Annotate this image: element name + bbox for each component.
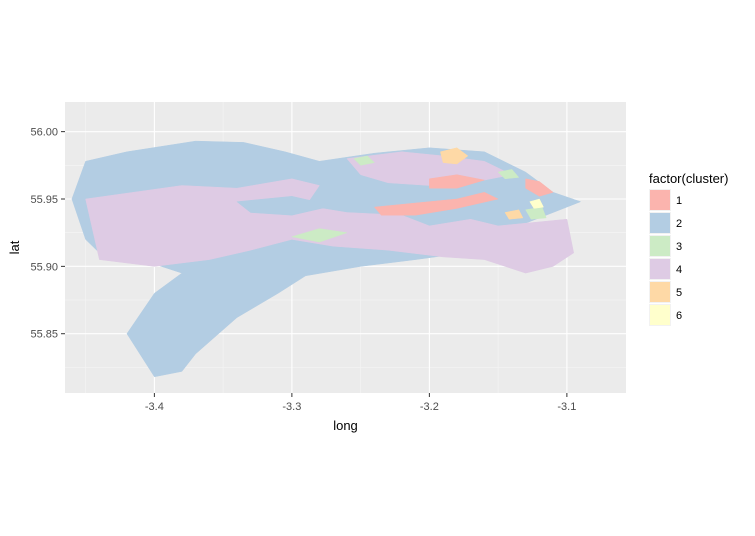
- y-axis-title: lat: [7, 240, 22, 254]
- y-tick-label: 56.00: [30, 127, 58, 139]
- legend-label: 5: [676, 287, 682, 299]
- region-cluster-4: [346, 151, 513, 186]
- x-tick-label: -3.4: [145, 401, 164, 413]
- region-cluster-3: [291, 228, 347, 243]
- legend-label: 6: [676, 310, 682, 322]
- x-tick-label: -3.3: [282, 401, 301, 413]
- y-tick-label: 55.90: [30, 261, 58, 273]
- region-cluster-1: [525, 178, 554, 197]
- region-cluster-3: [353, 155, 375, 166]
- legend-swatch: [650, 282, 670, 302]
- legend-label: 2: [676, 218, 682, 230]
- region-cluster-3: [497, 169, 520, 180]
- region-cluster-6: [529, 198, 544, 209]
- legend-swatch: [650, 305, 670, 325]
- region-cluster-5: [504, 209, 524, 220]
- legend-swatch: [650, 190, 670, 210]
- y-tick-label: 55.95: [30, 194, 58, 206]
- x-axis-title: long: [333, 418, 358, 433]
- map-regions: [71, 140, 582, 378]
- region-cluster-2: [236, 196, 334, 216]
- legend-title: factor(cluster): [649, 171, 728, 186]
- region-cluster-1: [373, 192, 499, 216]
- x-tick-label: -3.1: [557, 401, 576, 413]
- legend-swatch: [650, 236, 670, 256]
- x-tick-label: -3.2: [420, 401, 439, 413]
- legend: factor(cluster) 1 2 3 4 5 6: [649, 171, 728, 326]
- legend-swatch: [650, 259, 670, 279]
- region-cluster-4: [85, 178, 574, 274]
- y-tick-label: 55.85: [30, 329, 58, 341]
- legend-label: 3: [676, 241, 682, 253]
- legend-label: 4: [676, 264, 682, 276]
- legend-swatch: [650, 213, 670, 233]
- region-cluster-5: [440, 147, 469, 165]
- x-axis-ticks: -3.4 -3.3 -3.2 -3.1: [145, 393, 576, 413]
- y-axis-ticks: 55.85 55.90 55.95 56.00: [30, 127, 65, 341]
- legend-label: 1: [676, 195, 682, 207]
- region-cluster-1: [429, 174, 485, 189]
